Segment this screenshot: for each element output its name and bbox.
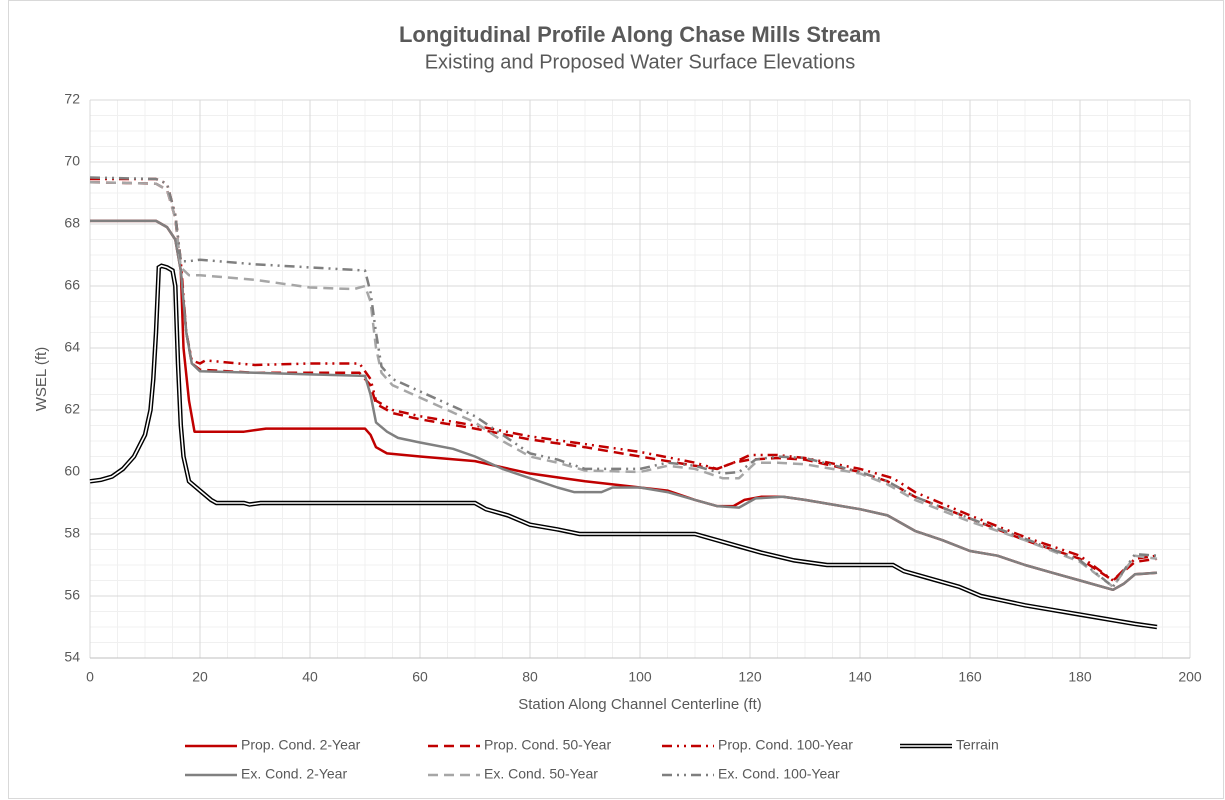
legend-label: Ex. Cond. 50-Year bbox=[484, 766, 598, 782]
series-line bbox=[90, 219, 1158, 592]
y-tick-label: 54 bbox=[64, 649, 80, 665]
legend-label: Ex. Cond. 2-Year bbox=[241, 766, 347, 782]
x-tick-label: 60 bbox=[412, 669, 428, 685]
series-line bbox=[89, 176, 1158, 588]
series-line-inner bbox=[89, 264, 1158, 628]
legend-label: Prop. Cond. 100-Year bbox=[718, 737, 853, 753]
chart-title: Longitudinal Profile Along Chase Mills S… bbox=[399, 22, 881, 47]
series-line bbox=[89, 180, 1158, 582]
chart-subtitle: Existing and Proposed Water Surface Elev… bbox=[425, 51, 856, 73]
y-tick-label: 68 bbox=[64, 215, 80, 231]
x-tick-label: 40 bbox=[302, 669, 318, 685]
x-tick-label: 20 bbox=[192, 669, 208, 685]
y-tick-label: 58 bbox=[64, 525, 80, 541]
x-tick-label: 120 bbox=[738, 669, 762, 685]
x-tick-label: 140 bbox=[848, 669, 872, 685]
x-axis-label: Station Along Channel Centerline (ft) bbox=[518, 696, 761, 713]
legend-label: Terrain bbox=[956, 737, 999, 753]
x-tick-label: 180 bbox=[1068, 669, 1092, 685]
y-tick-label: 64 bbox=[64, 339, 80, 355]
chart-frame bbox=[8, 0, 1224, 799]
y-tick-label: 70 bbox=[64, 153, 80, 169]
legend-label: Prop. Cond. 50-Year bbox=[484, 737, 611, 753]
x-tick-label: 100 bbox=[628, 669, 652, 685]
y-tick-label: 66 bbox=[64, 277, 80, 293]
x-tick-label: 0 bbox=[86, 669, 94, 685]
x-tick-label: 160 bbox=[958, 669, 982, 685]
legend-label: Ex. Cond. 100-Year bbox=[718, 766, 840, 782]
y-tick-label: 72 bbox=[64, 91, 80, 107]
x-tick-label: 200 bbox=[1178, 669, 1202, 685]
legend-label: Prop. Cond. 2-Year bbox=[241, 737, 361, 753]
y-tick-label: 62 bbox=[64, 401, 80, 417]
y-tick-label: 60 bbox=[64, 463, 80, 479]
y-tick-label: 56 bbox=[64, 587, 80, 603]
y-axis-label: WSEL (ft) bbox=[33, 347, 50, 411]
x-tick-label: 80 bbox=[522, 669, 538, 685]
